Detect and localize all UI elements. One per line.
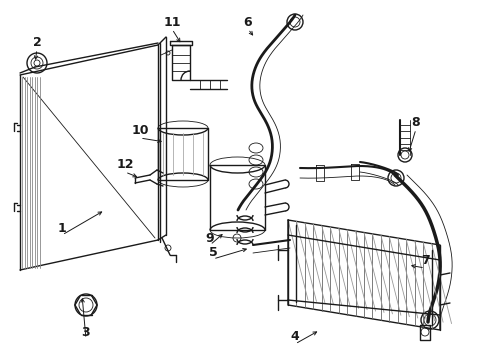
Text: 4: 4 bbox=[290, 330, 299, 343]
Text: 7: 7 bbox=[420, 255, 428, 267]
Text: 1: 1 bbox=[58, 221, 66, 234]
Text: 6: 6 bbox=[243, 15, 252, 28]
Text: 11: 11 bbox=[163, 15, 181, 28]
Text: 8: 8 bbox=[411, 116, 420, 129]
Text: 12: 12 bbox=[116, 158, 134, 171]
Text: 10: 10 bbox=[131, 125, 148, 138]
Text: 9: 9 bbox=[205, 231, 214, 244]
Text: 3: 3 bbox=[81, 325, 90, 338]
Text: 2: 2 bbox=[33, 36, 41, 49]
Text: 5: 5 bbox=[208, 246, 217, 258]
